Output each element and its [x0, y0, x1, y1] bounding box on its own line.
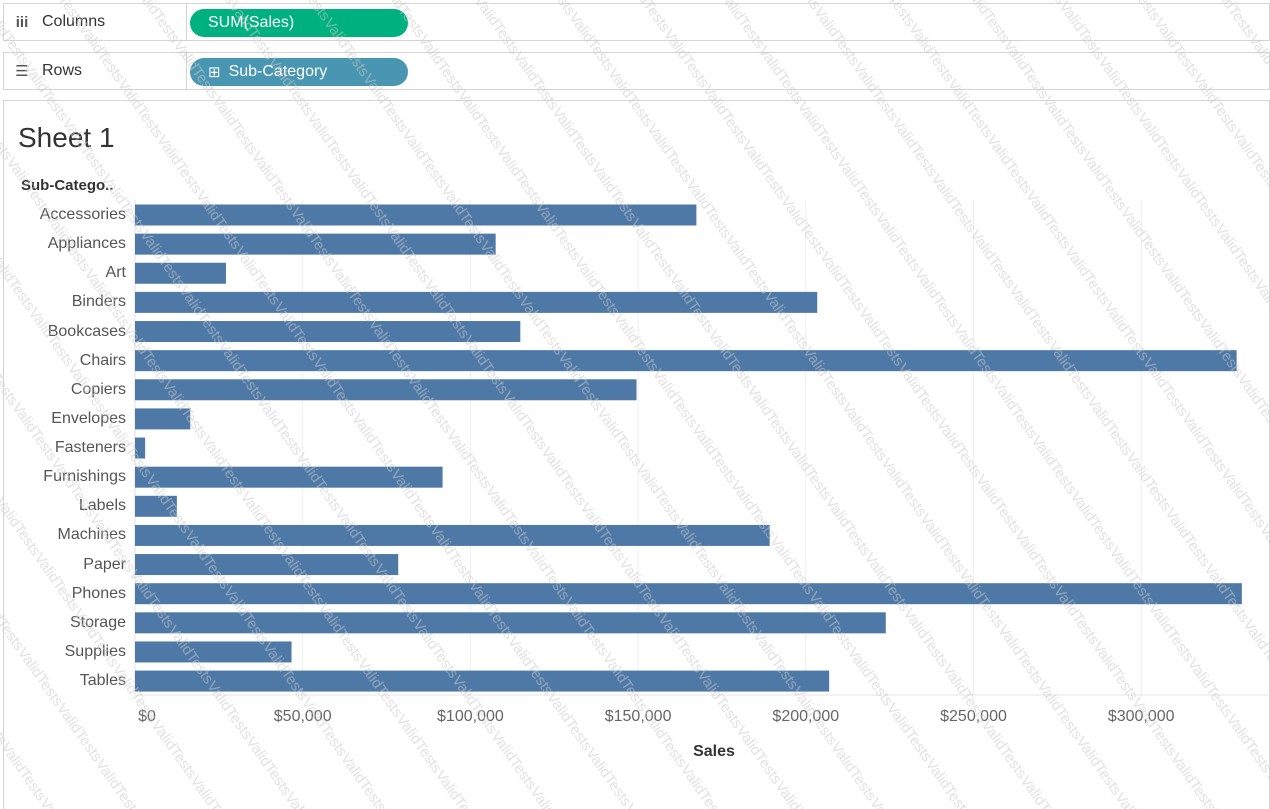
bar-envelopes[interactable]	[135, 408, 191, 430]
bar-accessories[interactable]	[135, 204, 697, 226]
bar-bookcases[interactable]	[135, 321, 521, 343]
category-label[interactable]: Phones	[71, 584, 126, 602]
category-label[interactable]: Fasteners	[54, 439, 126, 457]
x-tick-label: $200,000	[772, 708, 840, 725]
bar-copiers[interactable]	[135, 379, 637, 401]
x-tick-label: $150,000	[604, 708, 672, 725]
category-label[interactable]: Appliances	[47, 235, 126, 253]
bar-fasteners[interactable]	[135, 437, 146, 459]
x-tick-label: $0	[138, 708, 156, 725]
category-label[interactable]: Storage	[69, 613, 126, 631]
category-label[interactable]: Labels	[78, 497, 126, 515]
bar-supplies[interactable]	[135, 641, 292, 663]
bar-art[interactable]	[135, 262, 226, 284]
bar-tables[interactable]	[135, 670, 830, 692]
category-label[interactable]: Machines	[57, 526, 126, 544]
bar-storage[interactable]	[135, 612, 886, 634]
category-label[interactable]: Supplies	[64, 642, 126, 660]
x-tick-label: $50,000	[273, 708, 332, 725]
x-tick-label: $250,000	[940, 708, 1007, 725]
x-tick-label: $300,000	[1107, 708, 1175, 725]
category-label[interactable]: Bookcases	[47, 322, 126, 340]
bar-binders[interactable]	[135, 291, 818, 313]
bar-appliances[interactable]	[135, 233, 496, 255]
bar-machines[interactable]	[135, 524, 770, 546]
category-label[interactable]: Copiers	[70, 380, 126, 398]
category-label[interactable]: Tables	[79, 672, 126, 690]
bar-labels[interactable]	[135, 495, 177, 517]
category-label[interactable]: Envelopes	[51, 409, 126, 427]
x-tick-label: $100,000	[437, 708, 504, 725]
category-label[interactable]: Art	[105, 264, 126, 282]
category-label[interactable]: Furnishings	[43, 468, 126, 486]
bar-chairs[interactable]	[135, 350, 1237, 372]
category-label[interactable]: Binders	[71, 293, 126, 311]
bar-phones[interactable]	[135, 583, 1242, 605]
bar-furnishings[interactable]	[135, 466, 443, 488]
category-label[interactable]: Paper	[83, 555, 126, 573]
category-label[interactable]: Accessories	[39, 206, 126, 223]
bar-paper[interactable]	[135, 554, 399, 576]
x-axis-title[interactable]: Sales	[693, 743, 735, 760]
category-label[interactable]: Chairs	[79, 351, 126, 369]
